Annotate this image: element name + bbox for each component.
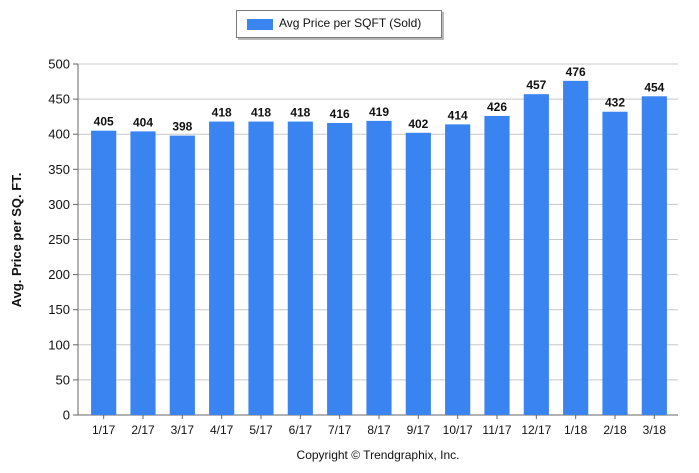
y-tick-label: 450 — [48, 92, 70, 107]
chart-legend: Avg Price per SQFT (Sold) — [236, 10, 442, 38]
data-label: 398 — [172, 120, 192, 134]
axes: 0 50 100 150 200 250 300 350 400 450 500 1/17 2/17 3/… — [48, 57, 678, 437]
data-label: 419 — [369, 105, 389, 119]
bar — [484, 115, 510, 415]
bar — [523, 94, 549, 415]
bar — [327, 122, 353, 415]
x-tick-label: 5/17 — [249, 423, 273, 437]
x-tick-label: 12/17 — [521, 423, 551, 437]
x-tick-label: 1/17 — [92, 423, 116, 437]
y-tick-label: 100 — [48, 337, 70, 352]
legend-swatch — [247, 19, 273, 30]
data-label: 426 — [487, 100, 507, 114]
y-tick-label: 50 — [56, 372, 70, 387]
copyright-footer: Copyright © Trendgraphix, Inc. — [297, 448, 460, 462]
data-label: 404 — [133, 115, 153, 129]
x-tick-label: 2/17 — [131, 423, 155, 437]
data-labels: 405 404 398 418 418 418 416 419 402 414 426 457 476 4… — [94, 65, 665, 134]
data-label: 418 — [290, 106, 310, 120]
bar — [563, 80, 589, 416]
data-label: 405 — [94, 115, 114, 129]
data-label: 416 — [330, 107, 350, 121]
x-tick-label: 9/17 — [407, 423, 431, 437]
data-label: 432 — [605, 96, 625, 110]
y-tick-label: 0 — [63, 408, 70, 423]
data-label: 454 — [644, 80, 664, 94]
x-tick-label: 3/17 — [171, 423, 195, 437]
x-tick-label: 11/17 — [482, 423, 511, 437]
bar — [405, 132, 431, 415]
x-tick-label: 8/17 — [367, 423, 391, 437]
data-label: 418 — [212, 106, 232, 120]
x-tick-label: 6/17 — [289, 423, 313, 437]
y-tick-label: 350 — [48, 162, 70, 177]
bars — [91, 80, 667, 416]
x-tick-label: 1/18 — [564, 423, 588, 437]
bar — [445, 124, 471, 415]
bar — [209, 121, 235, 416]
x-tick-label: 3/18 — [643, 423, 667, 437]
bar — [366, 120, 392, 415]
bar — [248, 121, 274, 416]
bar — [169, 135, 195, 415]
data-label: 418 — [251, 106, 271, 120]
bar — [130, 131, 156, 415]
y-tick-label: 200 — [48, 267, 70, 282]
legend-label: Avg Price per SQFT (Sold) — [279, 16, 422, 30]
y-tick-label: 150 — [48, 302, 70, 317]
y-tick-label: 500 — [48, 57, 70, 72]
bar — [641, 96, 667, 416]
x-tick-label: 2/18 — [603, 423, 627, 437]
bar — [602, 111, 628, 416]
x-tick-label: 10/17 — [443, 423, 473, 437]
x-tick-label: 4/17 — [210, 423, 234, 437]
data-label: 414 — [448, 108, 468, 122]
y-axis-title: Avg. Price per SQ. FT. — [9, 173, 24, 308]
data-label: 402 — [408, 117, 428, 131]
data-label: 476 — [566, 65, 586, 79]
y-tick-label: 400 — [48, 127, 70, 142]
x-tick-label: 7/17 — [328, 423, 352, 437]
bar — [287, 121, 313, 416]
y-tick-label: 250 — [48, 232, 70, 247]
y-tick-label: 300 — [48, 197, 70, 212]
data-label: 457 — [526, 78, 546, 92]
bar — [91, 130, 117, 415]
